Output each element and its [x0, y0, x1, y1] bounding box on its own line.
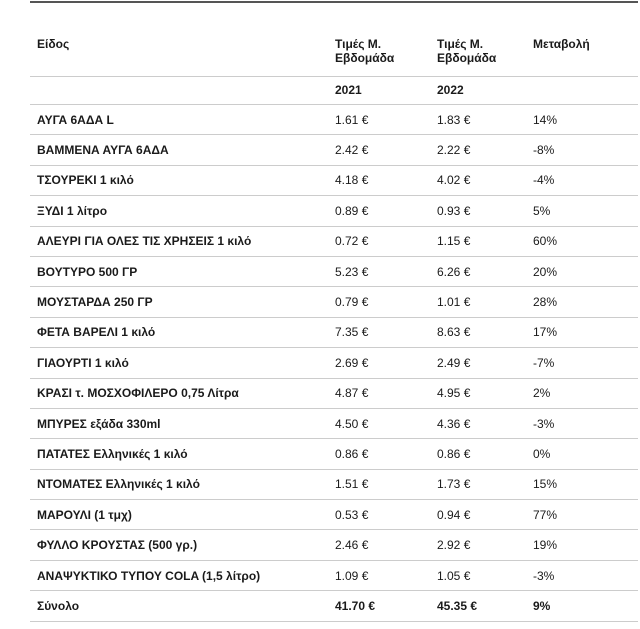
change-cell: 15%	[533, 469, 638, 501]
price-2021-cell: 0.86 €	[335, 438, 437, 470]
item-cell: ΦΥΛΛΟ ΚΡΟΥΣΤΑΣ (500 γρ.)	[30, 529, 335, 561]
table-row: ΠΑΤΑΤΕΣ Ελληνικές 1 κιλό 0.86 €0.86 €0%	[30, 438, 638, 470]
price-2022-cell: 0.94 €	[437, 499, 533, 531]
price-comparison-table: Είδος Τιμές Μ. Εβδομάδα Τιμές Μ. Εβδομάδ…	[30, 1, 638, 622]
change-cell: -3%	[533, 560, 638, 592]
change-cell: 14%	[533, 104, 638, 136]
price-2021-cell: 1.61 €	[335, 104, 437, 136]
price-2022-cell: 1.01 €	[437, 286, 533, 318]
item-cell: ΑΝΑΨΥΚΤΙΚΟ ΤΥΠΟΥ COLA (1,5 λίτρο)	[30, 560, 335, 592]
change-cell: -8%	[533, 134, 638, 166]
table-row: ΑΛΕΥΡΙ ΓΙΑ ΟΛΕΣ ΤΙΣ ΧΡΗΣΕΙΣ 1 κιλό 0.72 €…	[30, 226, 638, 257]
item-cell: ΒΑΜΜΕΝΑ ΑΥΓΑ 6ΑΔΑ	[30, 134, 335, 166]
price-2021-cell: 1.51 €	[335, 469, 437, 501]
table-row: ΑΥΓΑ 6ΑΔΑ L 1.61 €1.83 €14%	[30, 104, 638, 136]
table-row: ΓΙΑΟΥΡΤΙ 1 κιλό 2.69 €2.49 € -7%	[30, 347, 638, 379]
year-2021-cell: 2021	[335, 76, 437, 105]
price-2021-cell: 2.69 €	[335, 347, 437, 379]
year-empty-cell	[30, 76, 335, 105]
table-row: ΦΥΛΛΟ ΚΡΟΥΣΤΑΣ (500 γρ.) 2.46 €2.92 €19%	[30, 529, 638, 561]
year-2022-cell: 2022	[437, 76, 533, 105]
table-row: ΜΠΥΡΕΣ εξάδα 330ml 4.50 €4.36 € -3%	[30, 408, 638, 440]
total-price-2022-cell: 45.35 €	[437, 590, 533, 622]
price-2021-cell: 0.79 €	[335, 286, 437, 318]
item-cell: ΜΑΡΟΥΛΙ (1 τμχ)	[30, 499, 335, 531]
item-cell: ΓΙΑΟΥΡΤΙ 1 κιλό	[30, 347, 335, 379]
total-change-cell: 9%	[533, 590, 638, 622]
item-cell: ΜΠΥΡΕΣ εξάδα 330ml	[30, 408, 335, 440]
price-2022-cell: 1.15 €	[437, 226, 533, 257]
item-cell: ΞΥΔΙ 1 λίτρο	[30, 195, 335, 227]
price-2021-cell: 1.09 €	[335, 560, 437, 592]
change-cell: 5%	[533, 195, 638, 227]
change-cell: 2%	[533, 378, 638, 409]
change-cell: -4%	[533, 165, 638, 197]
price-2021-cell: 2.42 €	[335, 134, 437, 166]
price-2022-cell: 0.86 €	[437, 438, 533, 470]
total-item-cell: Σύνολο	[30, 590, 335, 622]
change-cell: 20%	[533, 256, 638, 288]
column-header-item: Είδος	[30, 2, 335, 77]
change-cell: -7%	[533, 347, 638, 379]
table-header-row: Είδος Τιμές Μ. Εβδομάδα Τιμές Μ. Εβδομάδ…	[30, 2, 638, 77]
price-2021-cell: 4.50 €	[335, 408, 437, 440]
price-2021-cell: 2.46 €	[335, 529, 437, 561]
total-price-2021-cell: 41.70 €	[335, 590, 437, 622]
table-row: ΜΑΡΟΥΛΙ (1 τμχ) 0.53 €0.94 €77%	[30, 499, 638, 531]
item-cell: ΑΥΓΑ 6ΑΔΑ L	[30, 104, 335, 136]
change-cell: 28%	[533, 286, 638, 318]
year-empty-cell	[533, 76, 638, 105]
column-header-price-week-2022: Τιμές Μ. Εβδομάδα	[437, 2, 533, 77]
item-cell: ΝΤΟΜΑΤΕΣ Ελληνικές 1 κιλό	[30, 469, 335, 501]
price-2022-cell: 4.36 €	[437, 408, 533, 440]
table-body: ΑΥΓΑ 6ΑΔΑ L 1.61 €1.83 €14% ΒΑΜΜΕΝΑ ΑΥΓΑ 6…	[30, 104, 638, 622]
table-row: ΝΤΟΜΑΤΕΣ Ελληνικές 1 κιλό 1.51 €1.73 €15%	[30, 469, 638, 501]
price-2022-cell: 0.93 €	[437, 195, 533, 227]
price-2022-cell: 1.83 €	[437, 104, 533, 136]
price-2022-cell: 6.26 €	[437, 256, 533, 288]
item-cell: ΠΑΤΑΤΕΣ Ελληνικές 1 κιλό	[30, 438, 335, 470]
change-cell: 0%	[533, 438, 638, 470]
table-row: ΦΕΤΑ ΒΑΡΕΛΙ 1 κιλό 7.35 €8.63 €17%	[30, 317, 638, 349]
table-row: ΜΟΥΣΤΑΡΔΑ 250 ΓΡ 0.79 €1.01 €28%	[30, 286, 638, 318]
price-comparison-table-wrap: Είδος Τιμές Μ. Εβδομάδα Τιμές Μ. Εβδομάδ…	[30, 1, 638, 622]
change-cell: 17%	[533, 317, 638, 349]
price-2021-cell: 7.35 €	[335, 317, 437, 349]
table-row: ΒΑΜΜΕΝΑ ΑΥΓΑ 6ΑΔΑ 2.42 €2.22 € -8%	[30, 134, 638, 166]
price-2021-cell: 0.72 €	[335, 226, 437, 257]
table-row: ΤΣΟΥΡΕΚΙ 1 κιλό 4.18 €4.02 € -4%	[30, 165, 638, 197]
table-year-row: 2021 2022	[30, 76, 638, 105]
item-cell: ΚΡΑΣΙ τ. ΜΟΣΧΟΦΙΛΕΡΟ 0,75 Λίτρα	[30, 378, 335, 409]
table-row: ΑΝΑΨΥΚΤΙΚΟ ΤΥΠΟΥ COLA (1,5 λίτρο) 1.09 €1…	[30, 560, 638, 592]
change-cell: 60%	[533, 226, 638, 257]
price-2022-cell: 2.49 €	[437, 347, 533, 379]
table-row: ΚΡΑΣΙ τ. ΜΟΣΧΟΦΙΛΕΡΟ 0,75 Λίτρα 4.87 €4.9…	[30, 378, 638, 409]
price-2022-cell: 4.95 €	[437, 378, 533, 409]
price-2022-cell: 4.02 €	[437, 165, 533, 197]
price-2021-cell: 0.89 €	[335, 195, 437, 227]
change-cell: 19%	[533, 529, 638, 561]
item-cell: ΤΣΟΥΡΕΚΙ 1 κιλό	[30, 165, 335, 197]
item-cell: ΦΕΤΑ ΒΑΡΕΛΙ 1 κιλό	[30, 317, 335, 349]
table-total-row: Σύνολο 41.70 €45.35 €9%	[30, 590, 638, 622]
item-cell: ΜΟΥΣΤΑΡΔΑ 250 ΓΡ	[30, 286, 335, 318]
item-cell: ΒΟΥΤΥΡΟ 500 ΓΡ	[30, 256, 335, 288]
table-row: ΞΥΔΙ 1 λίτρο 0.89 €0.93 €5%	[30, 195, 638, 227]
column-header-price-week-2021: Τιμές Μ. Εβδομάδα	[335, 2, 437, 77]
price-2022-cell: 1.73 €	[437, 469, 533, 501]
item-cell: ΑΛΕΥΡΙ ΓΙΑ ΟΛΕΣ ΤΙΣ ΧΡΗΣΕΙΣ 1 κιλό	[30, 226, 335, 257]
change-cell: 77%	[533, 499, 638, 531]
price-2022-cell: 1.05 €	[437, 560, 533, 592]
price-2022-cell: 8.63 €	[437, 317, 533, 349]
price-2021-cell: 0.53 €	[335, 499, 437, 531]
change-cell: -3%	[533, 408, 638, 440]
column-header-change: Μεταβολή	[533, 2, 638, 77]
table-row: ΒΟΥΤΥΡΟ 500 ΓΡ 5.23 €6.26 €20%	[30, 256, 638, 288]
price-2022-cell: 2.22 €	[437, 134, 533, 166]
price-2021-cell: 4.87 €	[335, 378, 437, 409]
price-2021-cell: 4.18 €	[335, 165, 437, 197]
price-2022-cell: 2.92 €	[437, 529, 533, 561]
price-2021-cell: 5.23 €	[335, 256, 437, 288]
